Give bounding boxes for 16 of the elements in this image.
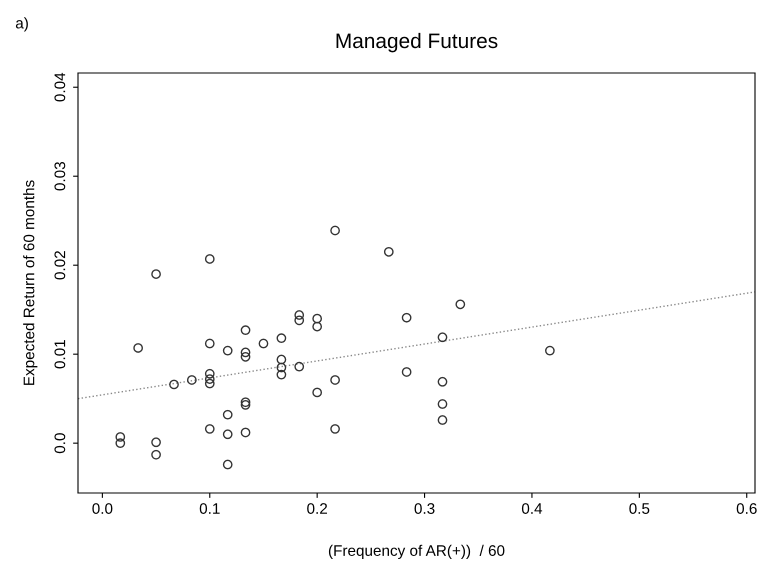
text: a) — [16, 17, 28, 32]
chart-title: Managed Futures — [336, 32, 498, 52]
x-axis-title: (Frequency of AR(+)) / 60 — [328, 544, 504, 559]
x-tick-label: 0.3 — [414, 503, 435, 514]
y-tick-label: 0.04 — [54, 72, 66, 102]
x-tick-label: 0.6 — [736, 503, 757, 514]
x-tick-label: 0.5 — [629, 503, 650, 514]
y-tick-label: 0.03 — [54, 162, 66, 190]
y-tick-label: 0.01 — [54, 340, 66, 368]
x-tick-label: 0.4 — [522, 503, 542, 514]
y-axis-title: Expected Return of 60 months — [23, 180, 38, 385]
y-tick-label: 0.0 — [54, 433, 66, 454]
x-tick-label: 0.2 — [307, 503, 328, 514]
x-tick-label: 0.0 — [92, 503, 112, 514]
y-tick-label: 0.02 — [54, 251, 66, 280]
x-tick-label: 0.1 — [200, 503, 220, 514]
